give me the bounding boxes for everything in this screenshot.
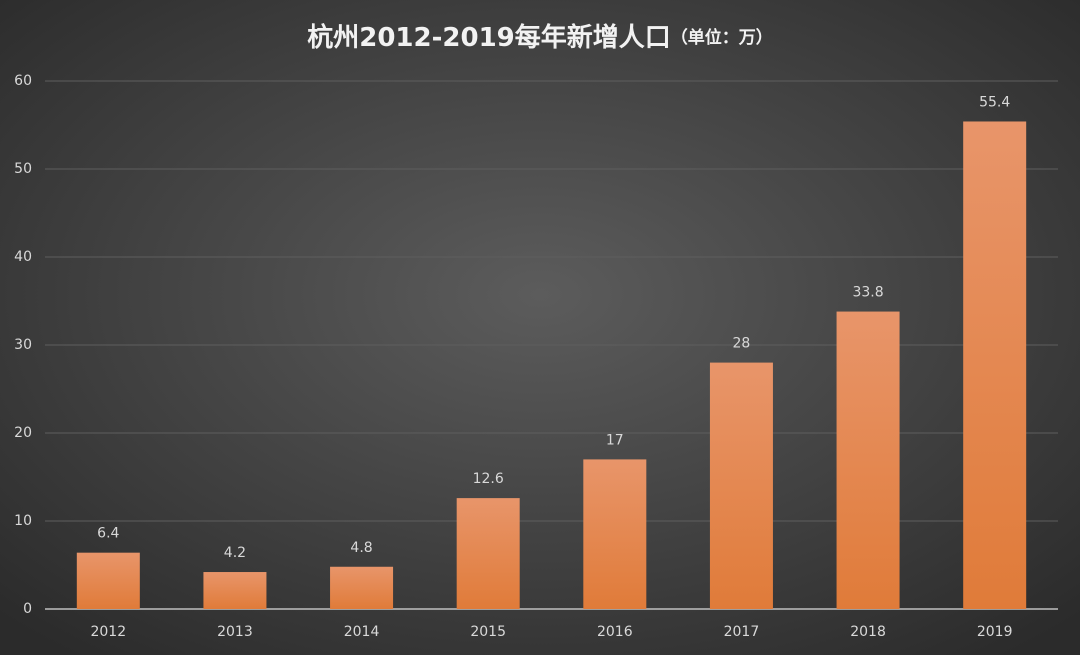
- x-tick-label: 2013: [217, 624, 253, 640]
- y-tick-label: 10: [14, 513, 32, 529]
- bar: [203, 572, 267, 609]
- x-tick-label: 2017: [724, 624, 760, 640]
- bar: [76, 552, 140, 609]
- y-tick-label: 20: [14, 425, 32, 441]
- value-label: 4.8: [350, 540, 372, 556]
- x-tick-label: 2016: [597, 624, 633, 640]
- value-label: 4.2: [224, 545, 246, 561]
- title-main: 杭州2012-2019每年新增人口: [307, 22, 671, 53]
- x-tick-label: 2012: [90, 624, 126, 640]
- bar: [583, 459, 647, 609]
- value-label: 6.4: [97, 526, 119, 542]
- y-tick-label: 50: [14, 161, 32, 177]
- x-tick-label: 2015: [470, 624, 506, 640]
- bar: [456, 498, 520, 609]
- bar: [330, 566, 394, 609]
- x-tick-label: 2019: [977, 624, 1013, 640]
- bar: [963, 121, 1027, 609]
- y-tick-label: 30: [14, 337, 32, 353]
- bar: [709, 362, 773, 609]
- value-label: 17: [606, 432, 624, 448]
- x-tick-label: 2014: [344, 624, 380, 640]
- chart-title: 杭州2012-2019每年新增人口（单位：万）: [307, 22, 773, 53]
- bar: [836, 311, 900, 609]
- value-label: 55.4: [979, 94, 1010, 110]
- value-label: 33.8: [852, 285, 883, 301]
- y-tick-label: 40: [14, 249, 32, 265]
- value-label: 28: [733, 336, 751, 352]
- y-tick-label: 60: [14, 73, 32, 89]
- y-tick-label: 0: [23, 601, 32, 617]
- title-unit: （单位：万）: [671, 27, 773, 48]
- x-tick-label: 2018: [850, 624, 886, 640]
- value-label: 12.6: [473, 471, 504, 487]
